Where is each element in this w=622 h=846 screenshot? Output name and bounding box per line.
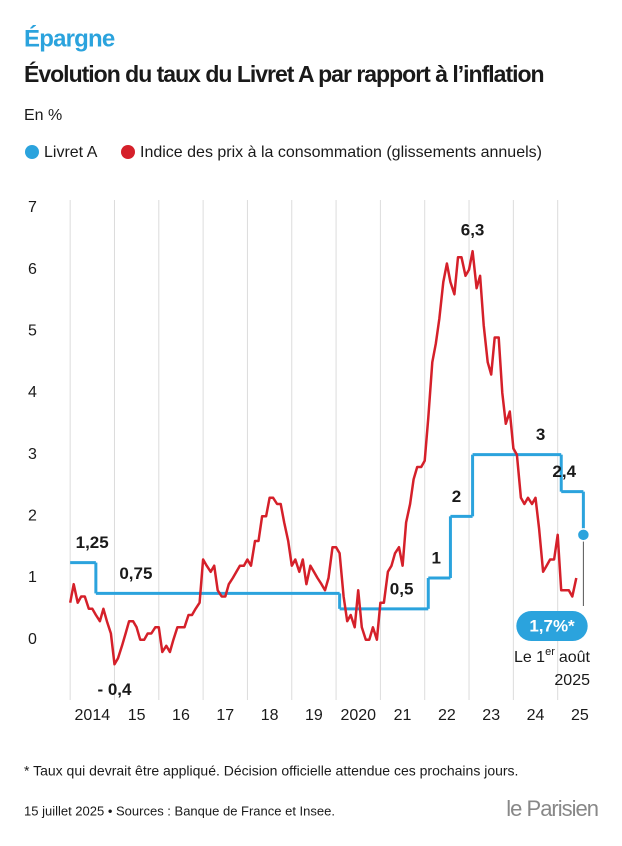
y-tick-label: 0	[28, 631, 37, 648]
y-tick-label: 3	[28, 446, 37, 463]
data-label: 0,75	[119, 564, 152, 583]
kicker: Épargne	[24, 24, 115, 52]
legend-swatch	[25, 145, 39, 159]
source: 15 juillet 2025 • Sources : Banque de Fr…	[24, 803, 335, 818]
y-tick-label: 6	[28, 261, 37, 278]
x-tick-label: 21	[394, 707, 412, 724]
x-tick-label: 15	[128, 707, 146, 724]
logo: le Parisien	[506, 796, 598, 821]
data-label: 2,4	[552, 462, 576, 481]
chart-title: Évolution du taux du Livret A par rappor…	[24, 60, 544, 87]
y-tick-label: 4	[28, 384, 37, 401]
date-note-part: er	[545, 646, 555, 658]
x-tick-label: 23	[482, 707, 500, 724]
plot-area: 2014 15 16 17 18 19 2020 21 22 23 24 25012345671,25…	[28, 199, 591, 724]
date-note-part: août	[559, 649, 591, 666]
footnote: * Taux qui devrait être appliqué. Décisi…	[24, 763, 518, 779]
date-note-part: Le 1	[514, 649, 545, 666]
y-tick-label: 2	[28, 508, 37, 525]
x-tick-label: 22	[438, 707, 456, 724]
data-label: 2	[452, 487, 461, 506]
y-tick-label: 1	[28, 569, 37, 586]
data-label: 0,5	[390, 579, 414, 598]
legend-swatch	[121, 145, 135, 159]
x-tick-label: 2014	[75, 707, 111, 724]
x-tick-label: 17	[216, 707, 234, 724]
date-note: Le 1er août	[514, 646, 591, 666]
data-label: 1	[432, 548, 441, 567]
line	[68, 249, 578, 666]
x-tick-label: 18	[261, 707, 279, 724]
data-label: 1,25	[76, 533, 109, 552]
x-tick-label: 2020	[340, 707, 376, 724]
data-label: 1,7%*	[529, 616, 575, 635]
y-tick-label: 5	[28, 323, 37, 340]
legend-label: Indice des prix à la consommation (gliss…	[140, 144, 542, 161]
y-tick-label: 7	[28, 199, 37, 216]
data-label: 6,3	[461, 221, 485, 240]
value-pill	[516, 611, 588, 641]
data-label: 3	[536, 425, 545, 444]
x-tick-label: 19	[305, 707, 323, 724]
x-tick-label: 16	[172, 707, 190, 724]
point	[576, 528, 591, 542]
data-label: - 0,4	[97, 680, 132, 699]
subtitle: En %	[24, 107, 62, 124]
legend-label: Livret A	[44, 144, 98, 161]
date-note-year: 2025	[554, 672, 590, 689]
x-tick-label: 24	[527, 707, 545, 724]
x-tick-label: 25	[571, 707, 589, 724]
